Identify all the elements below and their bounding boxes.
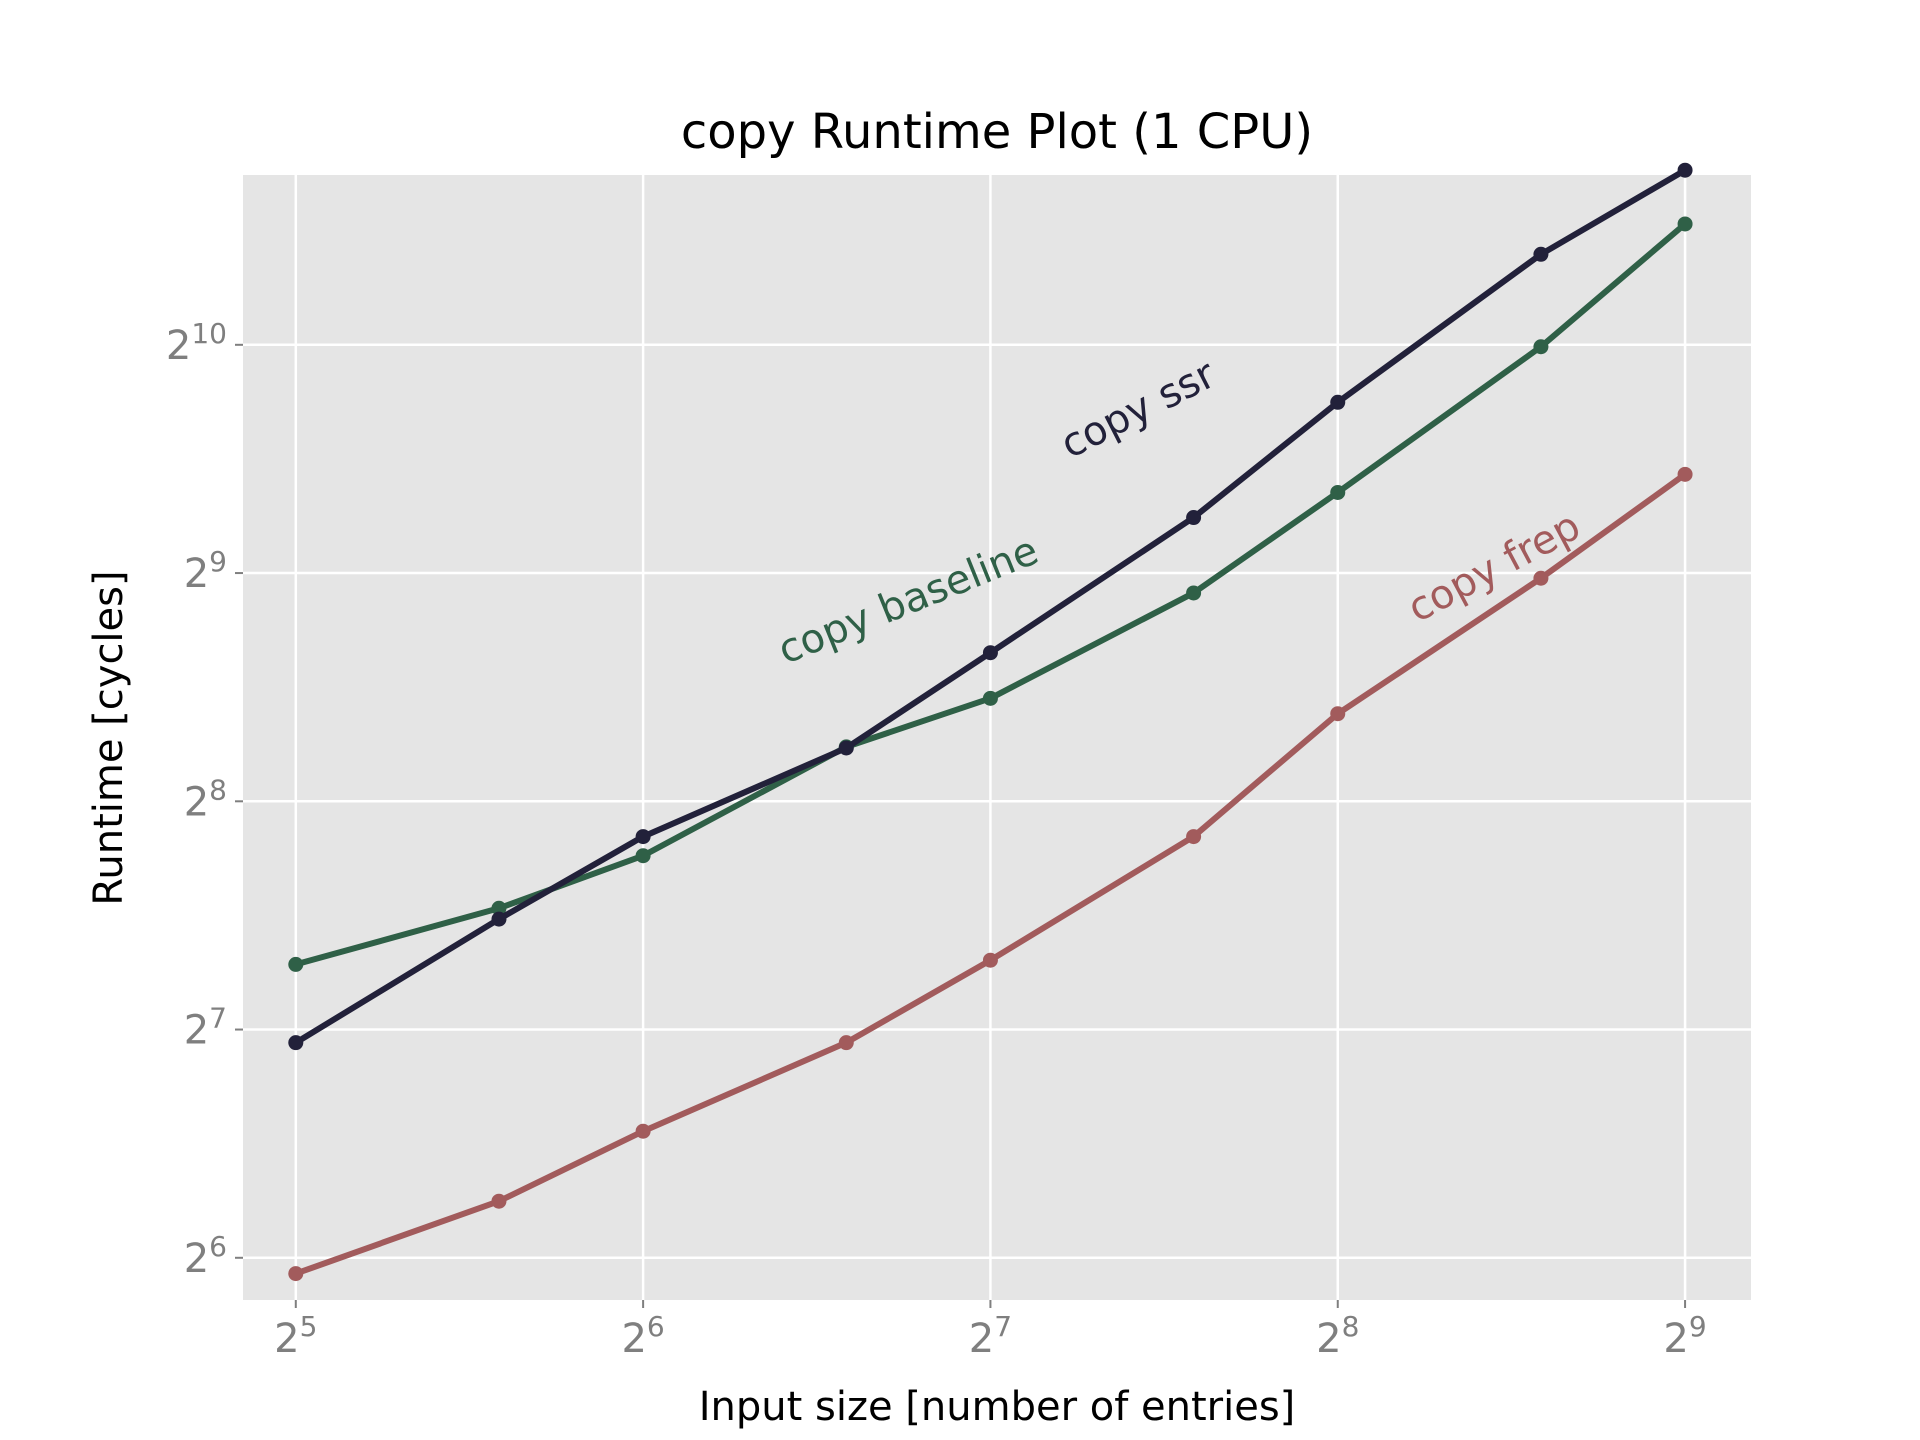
series-lines — [288, 162, 1693, 1282]
data-point-copy-frep — [982, 952, 998, 968]
axis-ticks: 25 26 27 28 29 26 27 28 29 210 — [166, 317, 1707, 1362]
y-tick-label: 29 — [184, 545, 227, 597]
data-point-copy-frep — [1677, 466, 1693, 482]
data-point-copy-baseline — [982, 690, 998, 706]
data-point-copy-frep — [491, 1193, 507, 1209]
data-point-copy-frep — [635, 1123, 651, 1139]
data-point-copy-ssr — [1533, 246, 1549, 262]
data-point-copy-baseline — [1186, 585, 1202, 601]
data-point-copy-ssr — [1330, 394, 1346, 410]
data-point-copy-baseline — [1330, 484, 1346, 500]
x-tick-label: 29 — [1663, 1310, 1706, 1362]
data-point-copy-ssr — [1186, 510, 1202, 526]
data-point-copy-baseline — [635, 848, 651, 864]
data-point-copy-ssr — [838, 740, 854, 756]
x-tick-label: 28 — [1316, 1310, 1359, 1362]
data-point-copy-baseline — [491, 900, 507, 916]
y-tick-label: 26 — [184, 1230, 227, 1282]
x-tick-label: 27 — [969, 1310, 1012, 1362]
data-point-copy-ssr — [982, 645, 998, 661]
x-axis-title: Input size [number of entries] — [699, 1384, 1296, 1430]
data-point-copy-frep — [1533, 570, 1549, 586]
data-point-copy-ssr — [491, 911, 507, 927]
data-point-copy-baseline — [288, 956, 304, 972]
data-point-copy-baseline — [1677, 216, 1693, 232]
x-tick-label: 26 — [621, 1310, 664, 1362]
x-tick-label: 25 — [274, 1310, 317, 1362]
y-tick-label: 28 — [184, 773, 227, 825]
data-point-copy-frep — [288, 1266, 304, 1282]
y-tick-label: 210 — [166, 317, 227, 369]
data-point-copy-frep — [838, 1035, 854, 1051]
y-tick-label: 27 — [184, 1002, 227, 1054]
grid-lines — [243, 175, 1751, 1300]
data-point-copy-ssr — [635, 829, 651, 845]
data-point-copy-frep — [1186, 829, 1202, 845]
data-point-copy-ssr — [288, 1035, 304, 1051]
y-axis-title: Runtime [cycles] — [86, 570, 132, 905]
data-point-copy-frep — [1330, 706, 1346, 722]
data-point-copy-ssr — [1677, 162, 1693, 178]
data-point-copy-baseline — [1533, 339, 1549, 355]
chart-title: copy Runtime Plot (1 CPU) — [681, 104, 1313, 160]
plot-area — [243, 175, 1751, 1300]
